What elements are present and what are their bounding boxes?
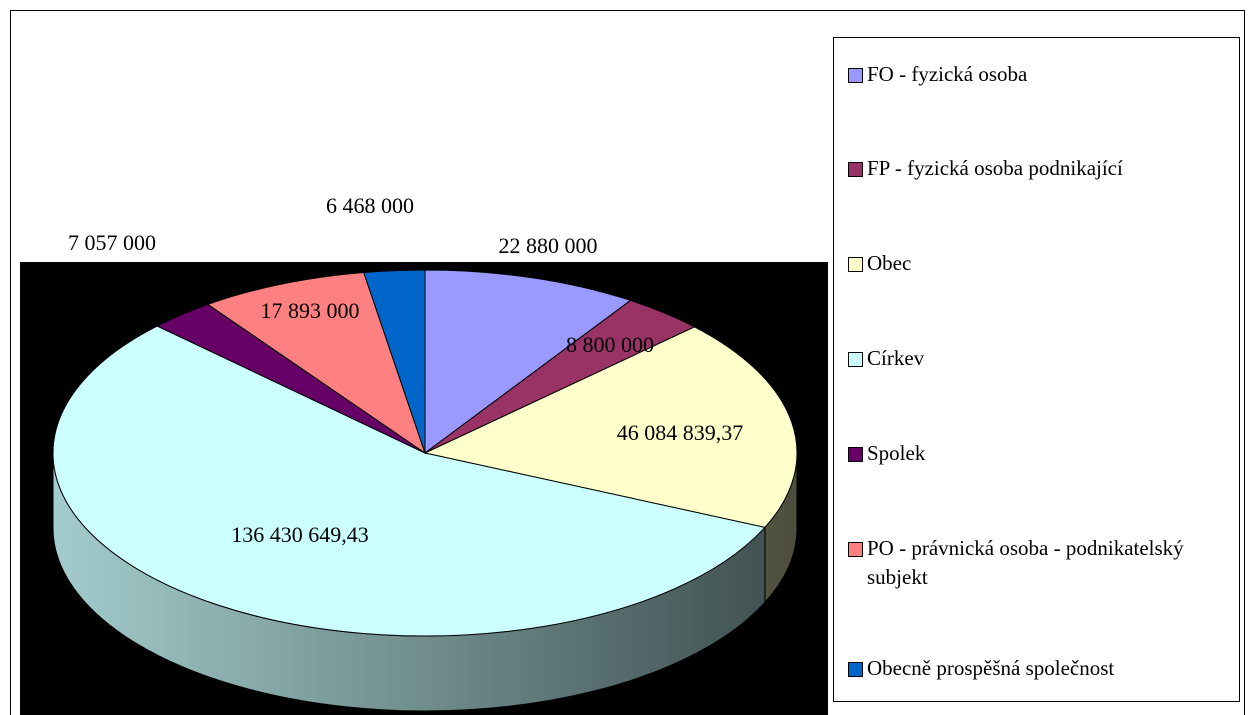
legend-label: FO - fyzická osoba: [867, 62, 1028, 86]
legend-swatch: [848, 662, 863, 677]
data-label: 136 430 649,43: [231, 522, 369, 547]
slice: [363, 269, 426, 454]
legend-label: FP - fyzická osoba podnikající: [867, 156, 1123, 180]
legend-label: Obec: [867, 251, 912, 275]
legend-swatch: [848, 352, 863, 367]
legend-item: Obec: [848, 249, 1227, 278]
data-label: 22 880 000: [499, 233, 598, 258]
data-label: 7 057 000: [68, 230, 156, 255]
legend-item: PO - právnická osoba - podnikatelský sub…: [848, 534, 1227, 592]
legend-label: Církev: [867, 346, 925, 370]
legend-swatch: [848, 257, 863, 272]
slice: [423, 326, 798, 528]
legend-swatch: [848, 542, 863, 557]
legend-item: FO - fyzická osoba: [848, 60, 1227, 89]
slice: [206, 271, 426, 455]
legend-label: PO - právnická osoba - podnikatelský sub…: [867, 536, 1184, 589]
data-label: 17 893 000: [261, 298, 360, 323]
legend-item: Obecně prospěšná společnost: [848, 654, 1227, 683]
data-label: 46 084 839,37: [617, 420, 744, 445]
slice: [424, 269, 632, 454]
legend-item: Spolek: [848, 439, 1227, 468]
frame: [10, 10, 1245, 715]
legend-swatch: [848, 162, 863, 177]
legend-label: Obecně prospěšná společnost: [867, 656, 1115, 680]
data-label: 6 468 000: [326, 193, 414, 218]
legend-item: FP - fyzická osoba podnikající: [848, 154, 1227, 183]
legend-swatch: [848, 447, 863, 462]
data-label: 8 800 000: [566, 332, 654, 357]
legend: FO - fyzická osoba FP - fyzická osoba pod…: [833, 37, 1240, 702]
slice: [52, 325, 766, 637]
legend-item: Církev: [848, 344, 1227, 373]
legend-swatch: [848, 68, 863, 83]
legend-label: Spolek: [867, 441, 926, 465]
